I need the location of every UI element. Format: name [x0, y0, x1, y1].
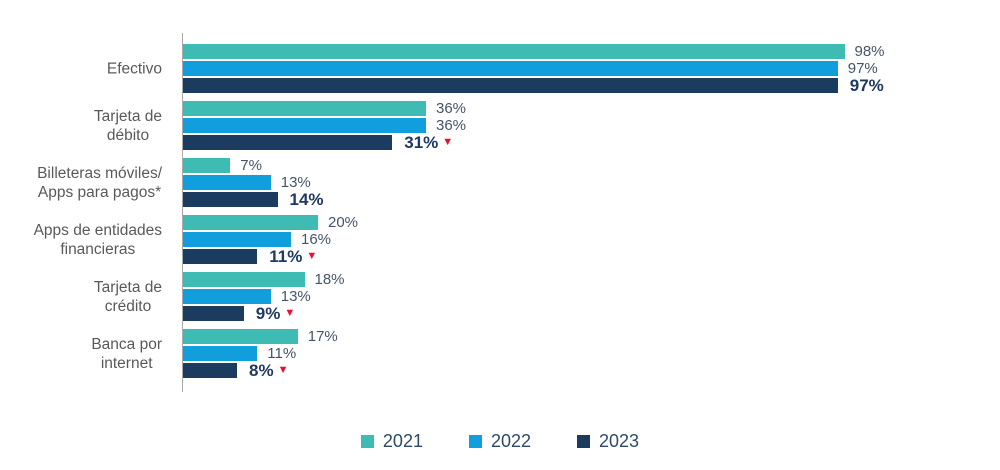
- value-label-2021: 7%: [240, 157, 262, 174]
- bar-row-2022: 97%: [183, 61, 885, 76]
- bar-2023: [183, 363, 237, 378]
- value-label-2021: 36%: [436, 100, 467, 117]
- bar-row-2023: 31% ▼: [183, 133, 885, 152]
- bar-row-2023: 14%: [183, 190, 885, 209]
- bar-row-2022: 13%: [183, 289, 885, 304]
- value-label-2023: 97%: [849, 76, 884, 95]
- value-label-2021: 18%: [314, 271, 345, 288]
- bar-group: 98% 97% 97%: [183, 44, 885, 95]
- bar-2021: [183, 272, 305, 287]
- bar-2021: [183, 101, 426, 116]
- bar-row-2021: 98%: [183, 44, 885, 59]
- bar-2023: [183, 306, 244, 321]
- bar-2023: [183, 135, 393, 150]
- bar-row-2023: 8% ▼: [183, 361, 885, 380]
- plot-area: 98% 97% 97% 36% 36% 31% ▼ 7% 13% 14% 20% 16% 11% ▼ 18%…: [183, 44, 885, 386]
- bar-2022: [183, 61, 838, 76]
- bar-row-2022: 13%: [183, 175, 885, 190]
- value-label-2023: 14%: [289, 190, 324, 209]
- value-label-2021: 98%: [854, 43, 885, 60]
- bar-row-2023: 97%: [183, 76, 885, 95]
- bar-2023: [183, 78, 838, 93]
- value-label-2022: 11%: [267, 345, 297, 362]
- decrease-triangle-icon: ▼: [277, 364, 289, 376]
- category-label: Banca por internet: [91, 335, 162, 372]
- value-label-2023: 8%: [249, 361, 274, 380]
- legend: 2021 2022 2023: [0, 431, 1000, 452]
- value-label-2023: 31%: [404, 133, 439, 152]
- category-label: Billeteras móviles/Apps para pagos*: [37, 164, 162, 201]
- value-label-2021: 17%: [307, 328, 338, 345]
- bar-2023: [183, 249, 258, 264]
- value-label-2022: 36%: [436, 117, 467, 134]
- bar-2022: [183, 175, 271, 190]
- decrease-triangle-icon: ▼: [442, 136, 454, 148]
- bar-row-2021: 36%: [183, 101, 885, 116]
- bar-2023: [183, 192, 278, 207]
- bar-group: 17% 11% 8% ▼: [183, 329, 885, 380]
- bar-row-2023: 9% ▼: [183, 304, 885, 323]
- legend-item-2021: 2021: [360, 431, 423, 452]
- bar-row-2021: 7%: [183, 158, 885, 173]
- y-axis-line: [182, 33, 183, 392]
- bar-group: 20% 16% 11% ▼: [183, 215, 885, 266]
- category-labels: Efectivo Tarjeta de débito Billeteras móvil…: [0, 0, 170, 470]
- legend-item-2022: 2022: [468, 431, 532, 452]
- legend-label-2022: 2022: [490, 431, 532, 451]
- legend-swatch-2022-icon: [468, 435, 482, 448]
- bar-group: 36% 36% 31% ▼: [183, 101, 885, 152]
- bar-row-2023: 11% ▼: [183, 247, 885, 266]
- bar-2021: [183, 329, 298, 344]
- bar-2022: [183, 289, 271, 304]
- decrease-triangle-icon: ▼: [284, 307, 296, 319]
- bar-2021: [183, 44, 845, 59]
- bar-row-2022: 36%: [183, 118, 885, 133]
- bar-2021: [183, 215, 318, 230]
- value-label-2022: 16%: [301, 231, 332, 248]
- category-label: Tarjeta de débito: [93, 107, 162, 144]
- legend-item-2023: 2023: [577, 431, 639, 452]
- bar-row-2021: 20%: [183, 215, 885, 230]
- category-label: Tarjeta de crédito: [93, 278, 162, 315]
- bar-row-2021: 18%: [183, 272, 885, 287]
- bar-row-2022: 11%: [183, 346, 885, 361]
- category-label: Efectivo: [106, 60, 162, 77]
- bar-2022: [183, 346, 258, 361]
- decrease-triangle-icon: ▼: [306, 250, 318, 262]
- bar-2022: [183, 232, 291, 247]
- bar-row-2022: 16%: [183, 232, 885, 247]
- legend-swatch-2021-icon: [360, 435, 374, 448]
- legend-label-2021: 2021: [382, 431, 423, 451]
- bar-group: 7% 13% 14%: [183, 158, 885, 209]
- value-label-2022: 13%: [280, 288, 311, 305]
- bar-row-2021: 17%: [183, 329, 885, 344]
- value-label-2021: 20%: [328, 214, 359, 231]
- value-label-2022: 97%: [847, 60, 878, 77]
- legend-swatch-2023-icon: [577, 435, 591, 448]
- legend-label-2023: 2023: [599, 431, 640, 451]
- bar-2022: [183, 118, 426, 133]
- bar-group: 18% 13% 9% ▼: [183, 272, 885, 323]
- value-label-2022: 13%: [280, 174, 311, 191]
- value-label-2023: 9%: [255, 304, 281, 323]
- category-label: Apps de entidades financieras: [33, 221, 162, 258]
- value-label-2023: 11%: [269, 247, 303, 266]
- bar-2021: [183, 158, 231, 173]
